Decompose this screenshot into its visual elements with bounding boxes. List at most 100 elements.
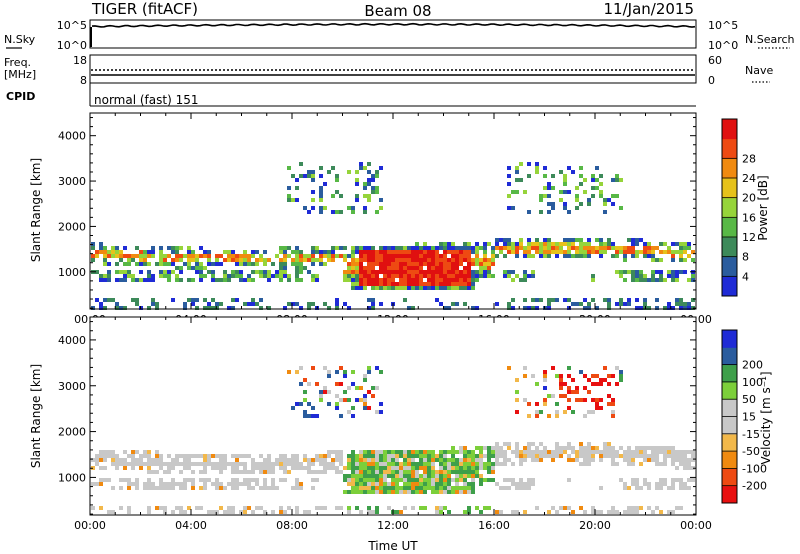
velocity-echo-cell xyxy=(143,462,147,466)
power-echo-cell xyxy=(411,258,415,262)
velocity-echo-cell xyxy=(407,466,411,470)
power-echo-cell xyxy=(327,258,331,262)
power-echo-cell xyxy=(259,258,263,262)
velocity-echo-cell xyxy=(291,466,295,470)
velocity-echo-cell xyxy=(579,370,583,374)
velocity-echo-cell xyxy=(143,454,147,458)
velocity-echo-cell xyxy=(647,458,651,462)
power-echo-cell xyxy=(511,206,515,210)
power-echo-cell xyxy=(423,242,427,246)
power-echo-cell xyxy=(631,246,635,250)
velocity-echo-cell xyxy=(115,454,119,458)
velocity-echo-cell xyxy=(363,402,367,406)
velocity-echo-cell xyxy=(503,442,507,446)
power-echo-cell xyxy=(103,274,107,278)
power-echo-cell xyxy=(247,278,251,282)
velocity-echo-cell xyxy=(231,506,235,510)
power-echo-cell xyxy=(543,250,547,254)
velocity-echo-cell xyxy=(399,470,403,474)
velocity-echo-cell xyxy=(463,482,467,486)
power-echo-cell xyxy=(535,242,539,246)
power-echo-cell xyxy=(511,246,515,250)
velocity-echo-cell xyxy=(503,486,507,490)
velocity-echo-cell xyxy=(291,462,295,466)
power-echo-cell xyxy=(527,306,531,310)
power-echo-cell xyxy=(403,270,407,274)
power-echo-cell xyxy=(319,174,323,178)
velocity-echo-cell xyxy=(451,446,455,450)
power-echo-cell xyxy=(551,242,555,246)
velocity-echo-cell xyxy=(419,458,423,462)
velocity-echo-cell xyxy=(363,458,367,462)
velocity-echo-cell xyxy=(531,442,535,446)
velocity-echo-cell xyxy=(171,466,175,470)
velocity-echo-cell xyxy=(223,454,227,458)
power-echo-cell xyxy=(491,262,495,266)
velocity-echo-cell xyxy=(383,462,387,466)
velocity-colorbar-tick-label: -50 xyxy=(742,445,760,458)
velocity-echo-cell xyxy=(427,478,431,482)
power-echo-cell xyxy=(503,270,507,274)
power-echo-cell xyxy=(507,250,511,254)
power-echo-cell xyxy=(351,286,355,290)
power-echo-cell xyxy=(531,246,535,250)
power-echo-cell xyxy=(651,274,655,278)
power-echo-cell xyxy=(619,206,623,210)
power-echo-cell xyxy=(447,274,451,278)
power-echo-cell xyxy=(287,302,291,306)
power-echo-cell xyxy=(439,242,443,246)
power-echo-cell xyxy=(439,254,443,258)
velocity-echo-cell xyxy=(283,478,287,482)
power-echo-cell xyxy=(639,278,643,282)
power-echo-cell xyxy=(195,266,199,270)
velocity-echo-cell xyxy=(391,486,395,490)
power-echo-cell xyxy=(275,254,279,258)
velocity-echo-cell xyxy=(515,410,519,414)
cpid-program-text: normal (fast) 151 xyxy=(94,93,198,107)
velocity-echo-cell xyxy=(231,462,235,466)
velocity-echo-cell xyxy=(407,490,411,494)
velocity-echo-cell xyxy=(583,510,587,514)
velocity-echo-cell xyxy=(383,474,387,478)
velocity-echo-cell xyxy=(179,486,183,490)
power-echo-cell xyxy=(95,250,99,254)
velocity-echo-cell xyxy=(531,482,535,486)
power-echo-cell xyxy=(207,254,211,258)
velocity-echo-cell xyxy=(363,486,367,490)
power-echo-cell xyxy=(563,178,567,182)
power-echo-cell xyxy=(467,270,471,274)
velocity-echo-cell xyxy=(531,478,535,482)
power-echo-cell xyxy=(439,278,443,282)
velocity-echo-cell xyxy=(359,470,363,474)
power-echo-cell xyxy=(347,254,351,258)
velocity-colorbar-tick-label: 200 xyxy=(742,359,763,372)
power-echo-cell xyxy=(451,282,455,286)
velocity-echo-cell xyxy=(203,486,207,490)
velocity-echo-cell xyxy=(619,478,623,482)
power-echo-cell xyxy=(443,250,447,254)
power-echo-cell xyxy=(539,250,543,254)
power-echo-cell xyxy=(459,254,463,258)
power-echo-cell xyxy=(279,250,283,254)
velocity-colorbar-segment xyxy=(722,485,737,504)
velocity-echo-cell xyxy=(591,382,595,386)
velocity-echo-cell xyxy=(415,450,419,454)
power-echo-cell xyxy=(359,274,363,278)
power-echo-cell xyxy=(215,258,219,262)
power-echo-cell xyxy=(579,250,583,254)
velocity-echo-cell xyxy=(511,450,515,454)
power-echo-cell xyxy=(279,258,283,262)
power-echo-cell xyxy=(359,246,363,250)
velocity-echo-cell xyxy=(163,470,167,474)
power-echo-cell xyxy=(511,242,515,246)
power-echo-cell xyxy=(615,194,619,198)
velocity-echo-cell xyxy=(391,462,395,466)
power-echo-cell xyxy=(147,262,151,266)
power-echo-cell xyxy=(475,250,479,254)
velocity-echo-cell xyxy=(379,370,383,374)
velocity-echo-cell xyxy=(187,506,191,510)
velocity-echo-cell xyxy=(463,450,467,454)
velocity-echo-cell xyxy=(495,442,499,446)
velocity-echo-cell xyxy=(655,482,659,486)
power-echo-cell xyxy=(419,270,423,274)
